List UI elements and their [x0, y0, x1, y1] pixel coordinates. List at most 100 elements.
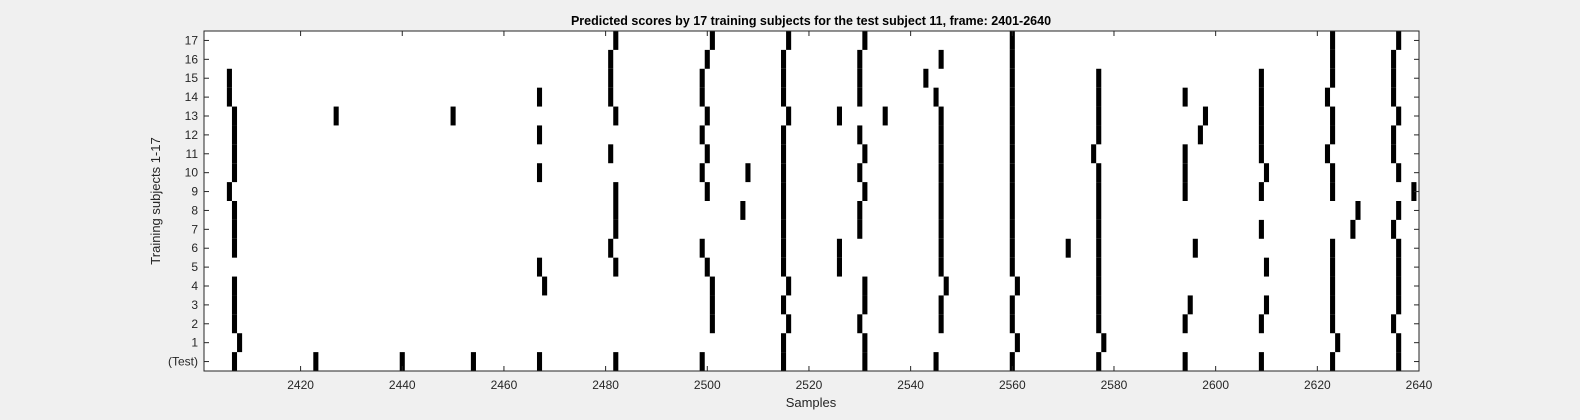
- event-mark: [781, 163, 787, 183]
- series-row-10: [231, 163, 1402, 183]
- series-row-1: [237, 333, 1402, 353]
- y-tick-label: 1: [191, 336, 198, 350]
- event-mark: [781, 238, 787, 258]
- series-row-9: [226, 182, 1417, 201]
- event-mark: [1396, 257, 1402, 277]
- series-row-8: [231, 201, 1402, 220]
- x-axis-label: Samples: [786, 395, 837, 410]
- event-mark: [786, 31, 792, 50]
- event-mark: [781, 144, 787, 164]
- x-tick-label: 2500: [694, 378, 721, 392]
- event-mark: [1263, 257, 1270, 277]
- event-mark: [1396, 31, 1402, 50]
- series-row-2: [231, 314, 1397, 334]
- event-mark: [1065, 238, 1071, 258]
- event-mark: [704, 257, 710, 277]
- event-mark: [781, 257, 787, 277]
- series-row-test: [231, 352, 1402, 371]
- event-mark: [781, 295, 787, 315]
- event-mark: [1258, 125, 1264, 145]
- event-mark: [1009, 201, 1015, 220]
- event-mark: [1096, 238, 1102, 258]
- event-mark: [1330, 295, 1336, 315]
- series-row-12: [231, 125, 1397, 145]
- event-mark: [857, 314, 863, 334]
- event-mark: [231, 295, 238, 315]
- event-mark: [836, 106, 842, 126]
- event-mark: [786, 106, 792, 126]
- event-mark: [1096, 68, 1102, 88]
- y-tick-label: 8: [191, 203, 198, 217]
- event-mark: [1396, 295, 1402, 315]
- y-tick-label: 13: [185, 109, 199, 123]
- event-mark: [1258, 352, 1264, 371]
- event-mark: [882, 106, 888, 126]
- event-mark: [781, 125, 787, 145]
- event-mark: [1396, 333, 1402, 353]
- event-mark: [781, 182, 787, 201]
- event-mark: [1182, 314, 1188, 334]
- series-row-13: [231, 106, 1402, 126]
- event-mark: [1263, 295, 1270, 315]
- event-mark: [699, 238, 705, 258]
- event-mark: [938, 144, 944, 164]
- event-mark: [704, 182, 710, 201]
- event-mark: [333, 106, 339, 126]
- event-mark: [1009, 314, 1015, 334]
- event-mark: [1096, 106, 1102, 126]
- x-tick-label: 2560: [999, 378, 1026, 392]
- event-mark: [1391, 314, 1397, 334]
- event-mark: [699, 352, 705, 371]
- event-mark: [1263, 163, 1270, 183]
- event-mark: [709, 276, 715, 296]
- y-tick-label: 6: [191, 241, 198, 255]
- event-mark: [231, 352, 238, 371]
- event-mark: [536, 163, 543, 183]
- event-mark: [613, 352, 619, 371]
- event-mark: [704, 106, 710, 126]
- event-mark: [1330, 182, 1336, 201]
- x-axis-ticks: 2420 2440 2460 2480 2500 2520 2540 2560 2580 2600…: [287, 31, 1433, 392]
- x-tick-label: 2580: [1101, 378, 1128, 392]
- event-mark: [1182, 87, 1188, 107]
- event-mark: [237, 333, 243, 353]
- event-mark: [1197, 125, 1203, 145]
- event-mark: [1009, 219, 1015, 239]
- event-mark: [1330, 31, 1336, 50]
- event-mark: [1187, 295, 1193, 315]
- event-mark: [1096, 352, 1102, 371]
- y-tick-label: 9: [191, 185, 198, 199]
- event-mark: [1096, 219, 1102, 239]
- event-mark: [1258, 144, 1264, 164]
- event-mark: [542, 276, 548, 296]
- x-tick-label: 2480: [592, 378, 619, 392]
- event-mark: [1391, 68, 1397, 88]
- series-row-17: [613, 31, 1402, 50]
- event-mark: [938, 314, 944, 334]
- event-mark: [1258, 219, 1264, 239]
- event-mark: [1091, 144, 1097, 164]
- event-mark: [1258, 314, 1264, 334]
- series-row-15: [226, 68, 1397, 88]
- event-mark: [699, 68, 705, 88]
- event-mark: [1391, 125, 1397, 145]
- event-mark: [231, 144, 238, 164]
- event-mark: [450, 106, 456, 126]
- event-mark: [536, 125, 543, 145]
- event-mark: [938, 238, 944, 258]
- event-mark: [938, 163, 944, 183]
- event-mark: [1096, 257, 1102, 277]
- event-mark: [1009, 163, 1015, 183]
- event-mark: [231, 276, 238, 296]
- event-mark: [857, 219, 863, 239]
- event-mark: [699, 125, 705, 145]
- event-mark: [938, 257, 944, 277]
- event-mark: [536, 87, 543, 107]
- event-mark: [781, 49, 787, 69]
- event-mark: [613, 201, 619, 220]
- event-mark: [1330, 314, 1336, 334]
- series-row-11: [231, 144, 1397, 164]
- event-mark: [709, 314, 715, 334]
- event-mark: [1258, 106, 1264, 126]
- event-mark: [231, 201, 238, 220]
